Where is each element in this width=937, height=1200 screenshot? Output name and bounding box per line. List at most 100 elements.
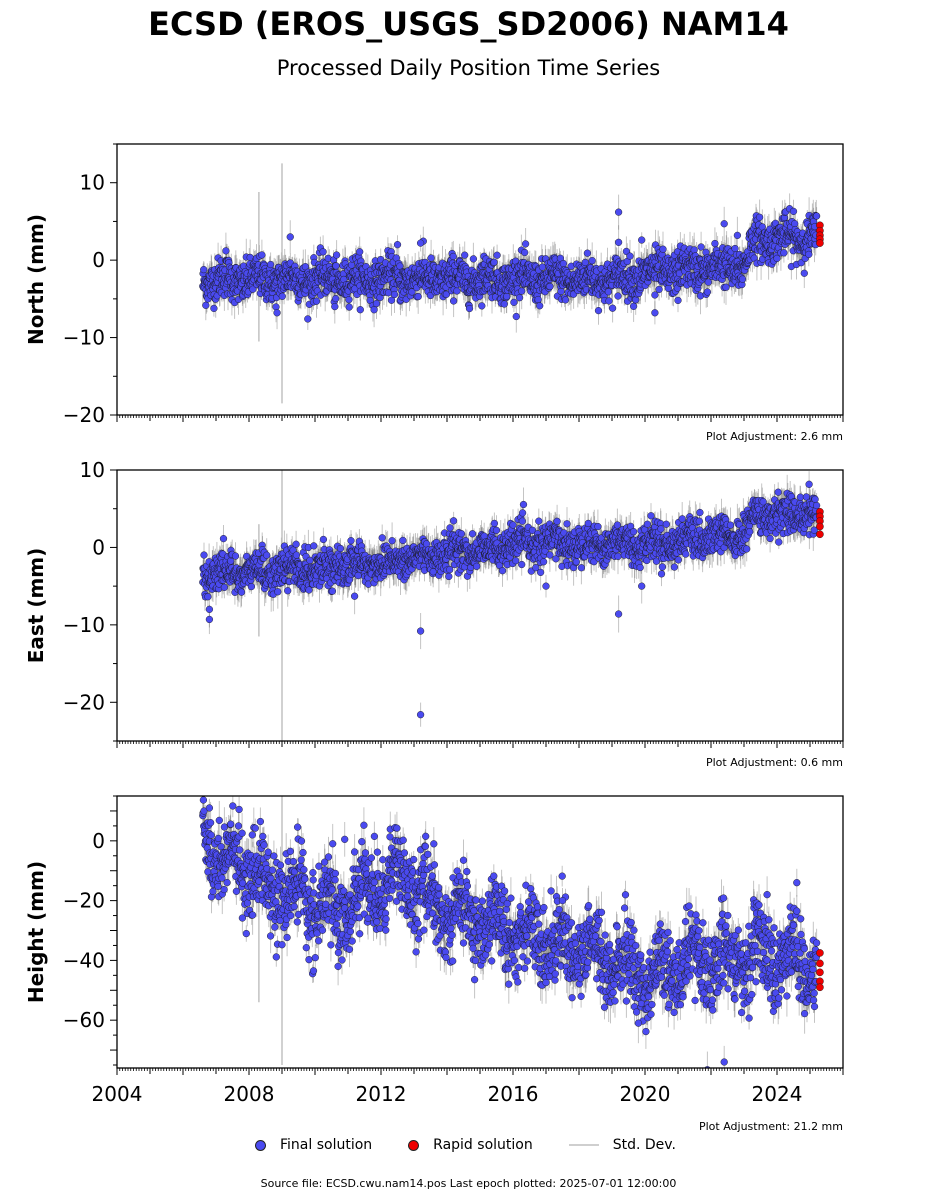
final-solution-point bbox=[372, 299, 381, 308]
rapid-solution-point bbox=[816, 239, 824, 247]
final-solution-point bbox=[332, 262, 340, 270]
final-solution-point bbox=[638, 236, 646, 244]
final-solution-point bbox=[449, 252, 457, 261]
final-solution-point bbox=[614, 238, 623, 246]
final-solution-point bbox=[453, 287, 461, 295]
panel-north: 10 0 −10 −20 North (mm) Plot Adjustment: 2.6 … bbox=[24, 143, 844, 443]
final-solution-point bbox=[202, 301, 210, 309]
final-solution-point bbox=[605, 297, 613, 305]
y-axis-label: North (mm) bbox=[24, 214, 48, 345]
final-solution-point bbox=[583, 249, 592, 257]
final-solution-point bbox=[780, 249, 788, 257]
final-solution-point bbox=[393, 241, 402, 249]
final-solution-point bbox=[733, 231, 742, 239]
final-solution-point bbox=[651, 309, 659, 317]
y-tick-label: −10 bbox=[63, 326, 105, 350]
final-solution-point bbox=[655, 285, 663, 294]
final-solution-point bbox=[515, 294, 524, 302]
final-solution-point bbox=[478, 302, 486, 310]
final-solution-point bbox=[319, 248, 327, 256]
final-solution-point bbox=[534, 295, 542, 304]
final-solution-point bbox=[557, 287, 565, 296]
final-solution-point bbox=[465, 304, 474, 313]
final-solution-point bbox=[390, 290, 399, 299]
final-solution-point bbox=[312, 297, 321, 305]
final-solution-point bbox=[200, 265, 208, 274]
final-solution-point bbox=[629, 302, 638, 310]
final-solution-point bbox=[614, 292, 622, 300]
final-solution-point bbox=[210, 304, 218, 313]
final-solution-point bbox=[800, 269, 808, 277]
final-solution-point bbox=[370, 306, 378, 314]
final-solution-point bbox=[286, 233, 294, 241]
final-solution-point bbox=[755, 213, 764, 221]
final-solution-point bbox=[626, 252, 634, 260]
final-solution-point bbox=[703, 288, 712, 296]
final-solution-point bbox=[331, 302, 339, 311]
final-solution-point bbox=[273, 309, 281, 317]
plot-adjustment-label: Plot Adjustment: 2.6 mm bbox=[706, 430, 843, 443]
std-dev-bars bbox=[202, 471, 818, 727]
final-solution-point bbox=[461, 251, 469, 259]
rapid-solutions bbox=[816, 221, 824, 247]
final-solution-point bbox=[561, 296, 570, 304]
y-tick-label: 10 bbox=[80, 171, 105, 195]
final-solution-point bbox=[738, 275, 747, 283]
final-solution-point bbox=[510, 298, 518, 306]
final-solution-point bbox=[521, 240, 530, 248]
final-solution-point bbox=[272, 303, 280, 311]
final-solution-point bbox=[805, 250, 813, 259]
final-solution-point bbox=[356, 248, 364, 256]
final-solution-point bbox=[659, 245, 667, 253]
final-solution-point bbox=[347, 261, 356, 269]
final-solution-point bbox=[332, 294, 340, 303]
final-solution-point bbox=[356, 306, 364, 314]
final-solution-point bbox=[332, 251, 341, 259]
final-solution-point bbox=[614, 208, 623, 216]
final-solution-point bbox=[536, 302, 544, 310]
final-solution-point bbox=[500, 300, 508, 308]
final-solution-point bbox=[345, 296, 353, 304]
final-solution-point bbox=[414, 292, 422, 301]
final-solution-point bbox=[416, 239, 425, 247]
final-solution-point bbox=[408, 288, 416, 296]
final-solution-point bbox=[608, 304, 617, 312]
final-solution-point bbox=[427, 254, 435, 262]
plot-area bbox=[199, 163, 824, 404]
final-solution-point bbox=[387, 296, 396, 304]
final-solution-point bbox=[512, 312, 520, 321]
final-solution-point bbox=[222, 247, 230, 255]
final-solution-point bbox=[632, 296, 640, 304]
final-solution-point bbox=[469, 255, 478, 263]
final-solution-point bbox=[345, 303, 353, 311]
final-solution-point bbox=[490, 258, 498, 266]
final-solution-point bbox=[581, 258, 589, 267]
final-solution-point bbox=[518, 287, 526, 295]
final-solutions bbox=[199, 205, 821, 323]
final-solution-point bbox=[449, 297, 458, 305]
final-solution-point bbox=[731, 244, 739, 253]
final-solution-point bbox=[690, 246, 698, 254]
plot-area bbox=[199, 470, 824, 741]
final-solution-point bbox=[789, 207, 798, 215]
final-solution-point bbox=[604, 288, 613, 296]
final-solution-point bbox=[304, 315, 312, 323]
final-solution-point bbox=[812, 212, 821, 220]
y-tick-label: 0 bbox=[92, 248, 105, 272]
final-solution-point bbox=[266, 260, 275, 269]
final-solution-point bbox=[697, 243, 705, 251]
final-solution-point bbox=[442, 290, 451, 298]
final-solution-point bbox=[674, 296, 682, 305]
final-solution-point bbox=[493, 251, 501, 259]
final-solution-point bbox=[521, 248, 529, 257]
final-solution-point bbox=[249, 285, 257, 293]
final-solution-point bbox=[503, 292, 511, 301]
final-solution-point bbox=[594, 306, 603, 315]
final-solution-point bbox=[722, 283, 730, 291]
final-solution-point bbox=[278, 292, 286, 300]
final-solution-point bbox=[773, 254, 781, 263]
final-solution-point bbox=[559, 259, 568, 268]
final-solution-point bbox=[711, 239, 719, 248]
